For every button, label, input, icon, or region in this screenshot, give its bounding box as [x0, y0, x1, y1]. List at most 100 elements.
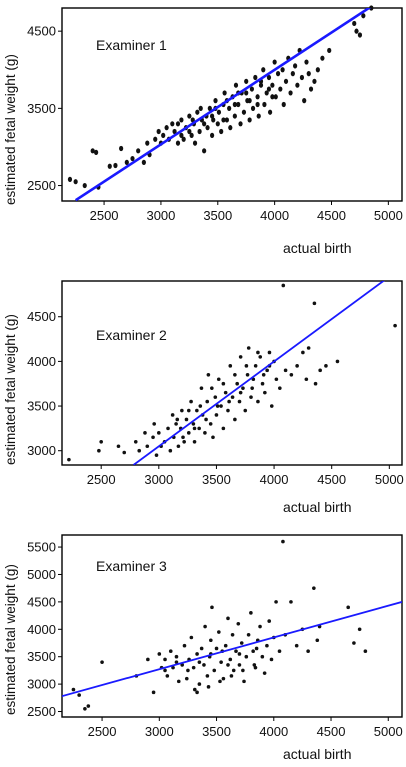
data-point [170, 121, 175, 127]
data-point [130, 155, 135, 162]
data-point [204, 417, 208, 422]
data-point [234, 649, 238, 654]
x-tick-label: 4500 [317, 472, 346, 487]
data-point [290, 71, 295, 77]
data-point [250, 105, 256, 111]
marks-examiner-2 [67, 281, 397, 465]
data-point [168, 649, 173, 654]
data-point [266, 74, 272, 81]
data-point [152, 422, 157, 426]
data-point [255, 94, 260, 100]
data-point [315, 67, 320, 73]
data-point [283, 78, 289, 84]
data-point [277, 649, 282, 654]
data-point [227, 105, 232, 111]
data-point [278, 86, 283, 92]
data-point [232, 113, 237, 119]
data-point [107, 163, 112, 169]
data-point [211, 435, 215, 440]
data-point [256, 350, 260, 355]
data-point [164, 125, 169, 131]
data-point [295, 82, 300, 88]
data-point [136, 148, 141, 154]
data-point [275, 71, 281, 77]
data-point [163, 668, 167, 673]
y-axis-label-3: estimated fetal weight (g) [3, 564, 18, 715]
data-point [267, 350, 272, 355]
data-point [119, 145, 124, 152]
data-point [241, 109, 247, 115]
data-point [210, 605, 214, 610]
data-point [306, 649, 310, 654]
y-ticks-1: 2500 3500 4500 [27, 24, 62, 193]
data-point [186, 408, 191, 413]
data-point [197, 682, 202, 686]
data-point [280, 67, 285, 73]
data-point [191, 665, 196, 670]
data-point [153, 136, 158, 142]
data-point [244, 654, 249, 659]
marks-examiner-1 [67, 5, 374, 201]
data-point [181, 435, 185, 440]
data-point [281, 283, 286, 288]
data-point [143, 431, 147, 435]
data-point [77, 693, 81, 697]
data-point [232, 101, 237, 108]
x-tick-label: 4000 [260, 472, 289, 487]
trend-line [74, 8, 372, 201]
y-tick-label: 2500 [27, 178, 56, 193]
data-point [233, 82, 239, 88]
y-tick-label: 4500 [27, 24, 56, 39]
data-point [175, 140, 181, 146]
data-point [192, 426, 197, 431]
panel-title-1: Examiner 1 [96, 37, 167, 53]
data-point [295, 364, 299, 368]
data-point [238, 355, 243, 359]
data-point [261, 67, 266, 73]
data-point [293, 63, 298, 69]
data-point [244, 78, 249, 84]
data-point [251, 649, 255, 654]
data-point [266, 86, 272, 92]
data-point [246, 632, 251, 637]
data-point [202, 121, 207, 127]
data-point [274, 600, 278, 604]
data-point [151, 435, 155, 440]
marks-examiner-3 [62, 539, 402, 711]
data-point [180, 663, 185, 667]
data-point [250, 386, 254, 390]
data-point [216, 109, 222, 115]
data-point [249, 395, 253, 399]
data-point [226, 663, 230, 667]
data-point [166, 426, 170, 431]
data-point [206, 372, 211, 377]
data-point [221, 117, 226, 123]
data-point [283, 368, 288, 373]
data-point [302, 98, 307, 104]
data-point [265, 368, 269, 373]
x-tick-label: 3000 [146, 208, 175, 223]
y-tick-label: 5000 [27, 567, 56, 582]
data-point [219, 128, 224, 135]
data-point [195, 690, 199, 695]
x-tick-label: 3500 [202, 472, 231, 487]
data-point [209, 638, 213, 643]
data-point [168, 448, 173, 453]
data-point [354, 28, 359, 34]
data-point [289, 372, 294, 377]
x-tick-label: 4500 [317, 724, 346, 739]
data-point [186, 431, 191, 435]
data-point [270, 94, 275, 100]
data-point [237, 399, 242, 404]
data-point [357, 32, 363, 38]
data-point [253, 364, 258, 368]
data-point [218, 679, 222, 684]
data-point [192, 687, 197, 692]
data-point [315, 638, 320, 643]
data-point [163, 657, 167, 662]
data-point [263, 390, 267, 395]
x-ticks-3: 2500 3000 3500 4000 4500 5000 [88, 717, 403, 739]
data-point [224, 117, 229, 123]
data-point [172, 128, 177, 135]
